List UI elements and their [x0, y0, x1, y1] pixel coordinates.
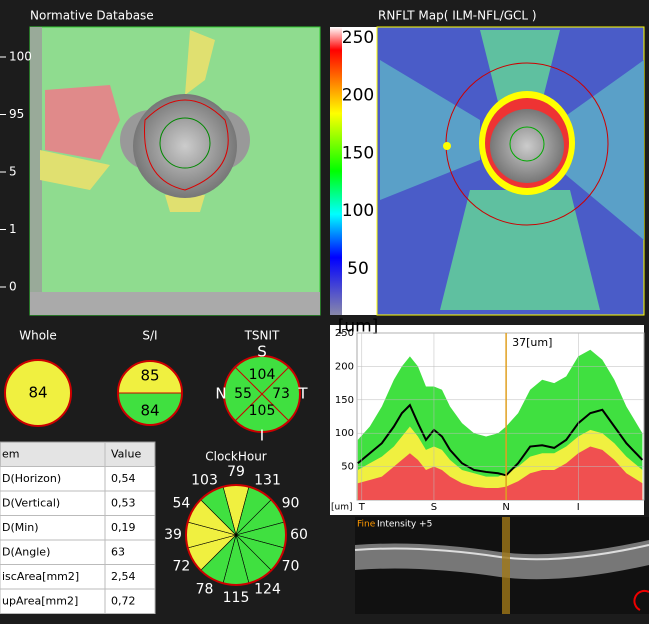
table-cell: 0,53 [111, 496, 136, 509]
tsnit-value: 73 [272, 386, 290, 402]
tsnit-label: T [297, 385, 308, 403]
section-title: Whole [19, 329, 57, 343]
norm-band [357, 446, 643, 500]
tsnit-value: 104 [249, 367, 276, 383]
tsnit-value: 105 [249, 403, 276, 419]
clock-value: 72 [173, 559, 191, 575]
whole-value: 84 [28, 384, 47, 402]
colorbar-label: [um] [338, 317, 379, 337]
table-header [0, 441, 156, 467]
rnflt-image [376, 26, 645, 316]
clock-value: 60 [290, 527, 308, 543]
bscan-image [354, 517, 649, 614]
clock-value: 124 [254, 582, 281, 598]
table-cell: D(Vertical) [2, 496, 60, 509]
tsnit-label: N [215, 385, 226, 403]
colorbar-label: 100 [342, 201, 374, 221]
table-cell: upArea[mm2] [2, 594, 78, 607]
table-row [0, 466, 156, 492]
clock-value: 115 [223, 590, 250, 606]
clock-value: 39 [164, 527, 182, 543]
panel-title: RNFLT Map( ILM-NFL/GCL ) [378, 9, 537, 23]
profile-chart: 50 100 150 200 250 T S N I [um] 37[um] [331, 328, 644, 513]
table-header-cell: em [2, 447, 19, 460]
tsnit-label: I [260, 427, 264, 445]
clock-value: 54 [173, 496, 191, 512]
colorbar [330, 27, 342, 315]
section-title: TSNIT [244, 329, 280, 343]
cursor-annotation: 37[um] [512, 336, 552, 349]
table-row [0, 588, 156, 614]
table-row [0, 515, 156, 541]
tsnit-label: S [257, 343, 267, 361]
colorbar-label: 50 [347, 259, 369, 279]
tsnit-value: 55 [234, 386, 252, 402]
tsnit-circle [223, 355, 301, 433]
si-value: 84 [140, 402, 159, 420]
table-cell: 0,72 [111, 594, 136, 607]
table-cell: D(Angle) [2, 545, 50, 558]
profile-line [357, 403, 644, 477]
table-header-cell: Value [111, 447, 141, 460]
x-tick-label: S [431, 502, 437, 513]
whole-circle [4, 359, 72, 427]
si-circle [117, 360, 183, 426]
section-title: ClockHour [205, 450, 267, 464]
colorbar-label: 200 [342, 86, 374, 106]
table-cell: 0,19 [111, 521, 136, 534]
y-tick-label: 100 [335, 428, 354, 439]
table-cell: 2,54 [111, 570, 136, 583]
colorbar-label: 250 [342, 28, 374, 48]
clock-value: 90 [282, 496, 300, 512]
bscan-intensity: Intensity +5 [377, 520, 432, 530]
scale-label: 0 [9, 280, 17, 294]
x-tick-label: T [358, 502, 366, 513]
scale-label: 95 [9, 107, 24, 121]
bscan-mode: Fine [357, 520, 376, 530]
scale-label: 5 [9, 165, 17, 179]
y-tick-label: 200 [335, 361, 354, 372]
clock-value: 70 [282, 559, 300, 575]
table-cell: D(Horizon) [2, 472, 61, 485]
si-value: 85 [140, 367, 159, 385]
y-tick-label: 250 [335, 328, 354, 339]
clock-value: 78 [196, 582, 214, 598]
y-tick-label: 50 [341, 462, 354, 473]
clock-border [185, 484, 287, 586]
scale-label: 100 [9, 50, 32, 64]
table-cell: 0,54 [111, 472, 136, 485]
normative-image [29, 26, 321, 316]
table-row [0, 539, 156, 565]
clock-value: 103 [191, 472, 218, 488]
table-cell: iscArea[mm2] [2, 570, 79, 583]
x-tick-label: I [577, 502, 580, 513]
colorbar-label: 150 [342, 143, 374, 163]
x-tick-label: N [502, 502, 509, 513]
clock-value: 131 [254, 472, 281, 488]
table-cell: 63 [111, 545, 125, 558]
scale-label: 1 [9, 222, 17, 236]
panel-title: Normative Database [30, 9, 154, 23]
table-cell: D(Min) [2, 521, 39, 534]
y-tick-label: 150 [335, 395, 354, 406]
clock-value: 79 [227, 464, 245, 480]
y-unit: [um] [331, 503, 353, 513]
section-title: S/I [142, 329, 157, 343]
